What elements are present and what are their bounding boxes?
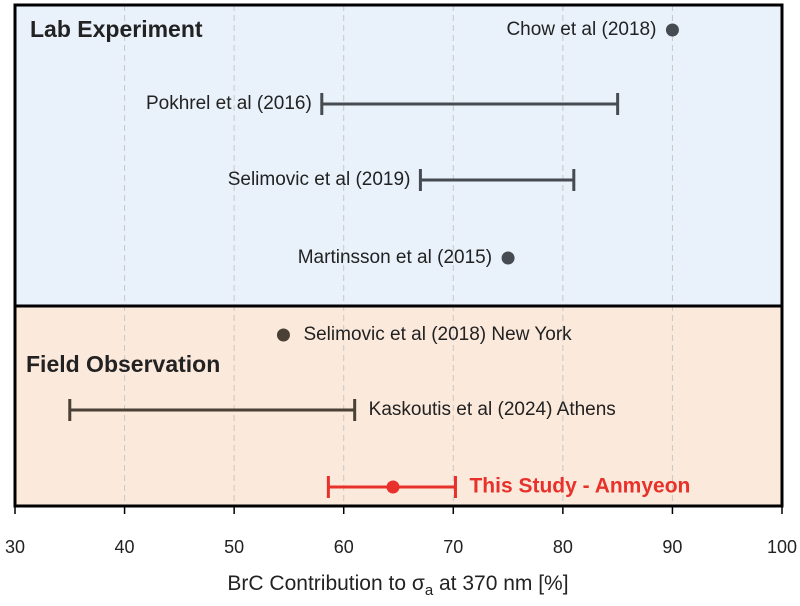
x-tick-label: 60	[334, 537, 354, 557]
x-tick-label: 40	[115, 537, 135, 557]
panel-background	[15, 306, 782, 506]
item-label: Selimovic et al (2018) New York	[303, 324, 572, 345]
panel-background	[15, 5, 782, 306]
x-axis-label: BrC Contribution to σa at 370 nm [%]	[227, 572, 568, 599]
x-tick-label: 100	[767, 537, 797, 557]
x-label-subscript: a	[425, 582, 434, 599]
x-tick-label: 80	[553, 537, 573, 557]
point	[386, 480, 400, 494]
x-tick-label: 50	[224, 537, 244, 557]
item-label: This Study - Anmyeon	[469, 475, 690, 498]
item-label: Pokhrel et al (2016)	[146, 93, 312, 114]
point	[665, 23, 679, 37]
x-tick-label: 90	[662, 537, 682, 557]
item-label: Chow et al (2018)	[506, 19, 656, 40]
point	[276, 328, 290, 342]
x-tick-label: 30	[5, 537, 25, 557]
point	[501, 251, 515, 265]
item-label: Martinsson et al (2015)	[298, 247, 492, 268]
x-label-text: BrC Contribution to σ	[227, 572, 424, 595]
item-label: Selimovic et al (2019)	[228, 169, 411, 190]
plot-border	[13, 3, 784, 508]
group-title: Field Observation	[26, 351, 220, 377]
x-tick-label: 70	[443, 537, 463, 557]
x-label-text: at 370 nm [%]	[433, 572, 568, 595]
group-title: Lab Experiment	[30, 16, 203, 42]
item-label: Kaskoutis et al (2024) Athens	[369, 399, 616, 420]
